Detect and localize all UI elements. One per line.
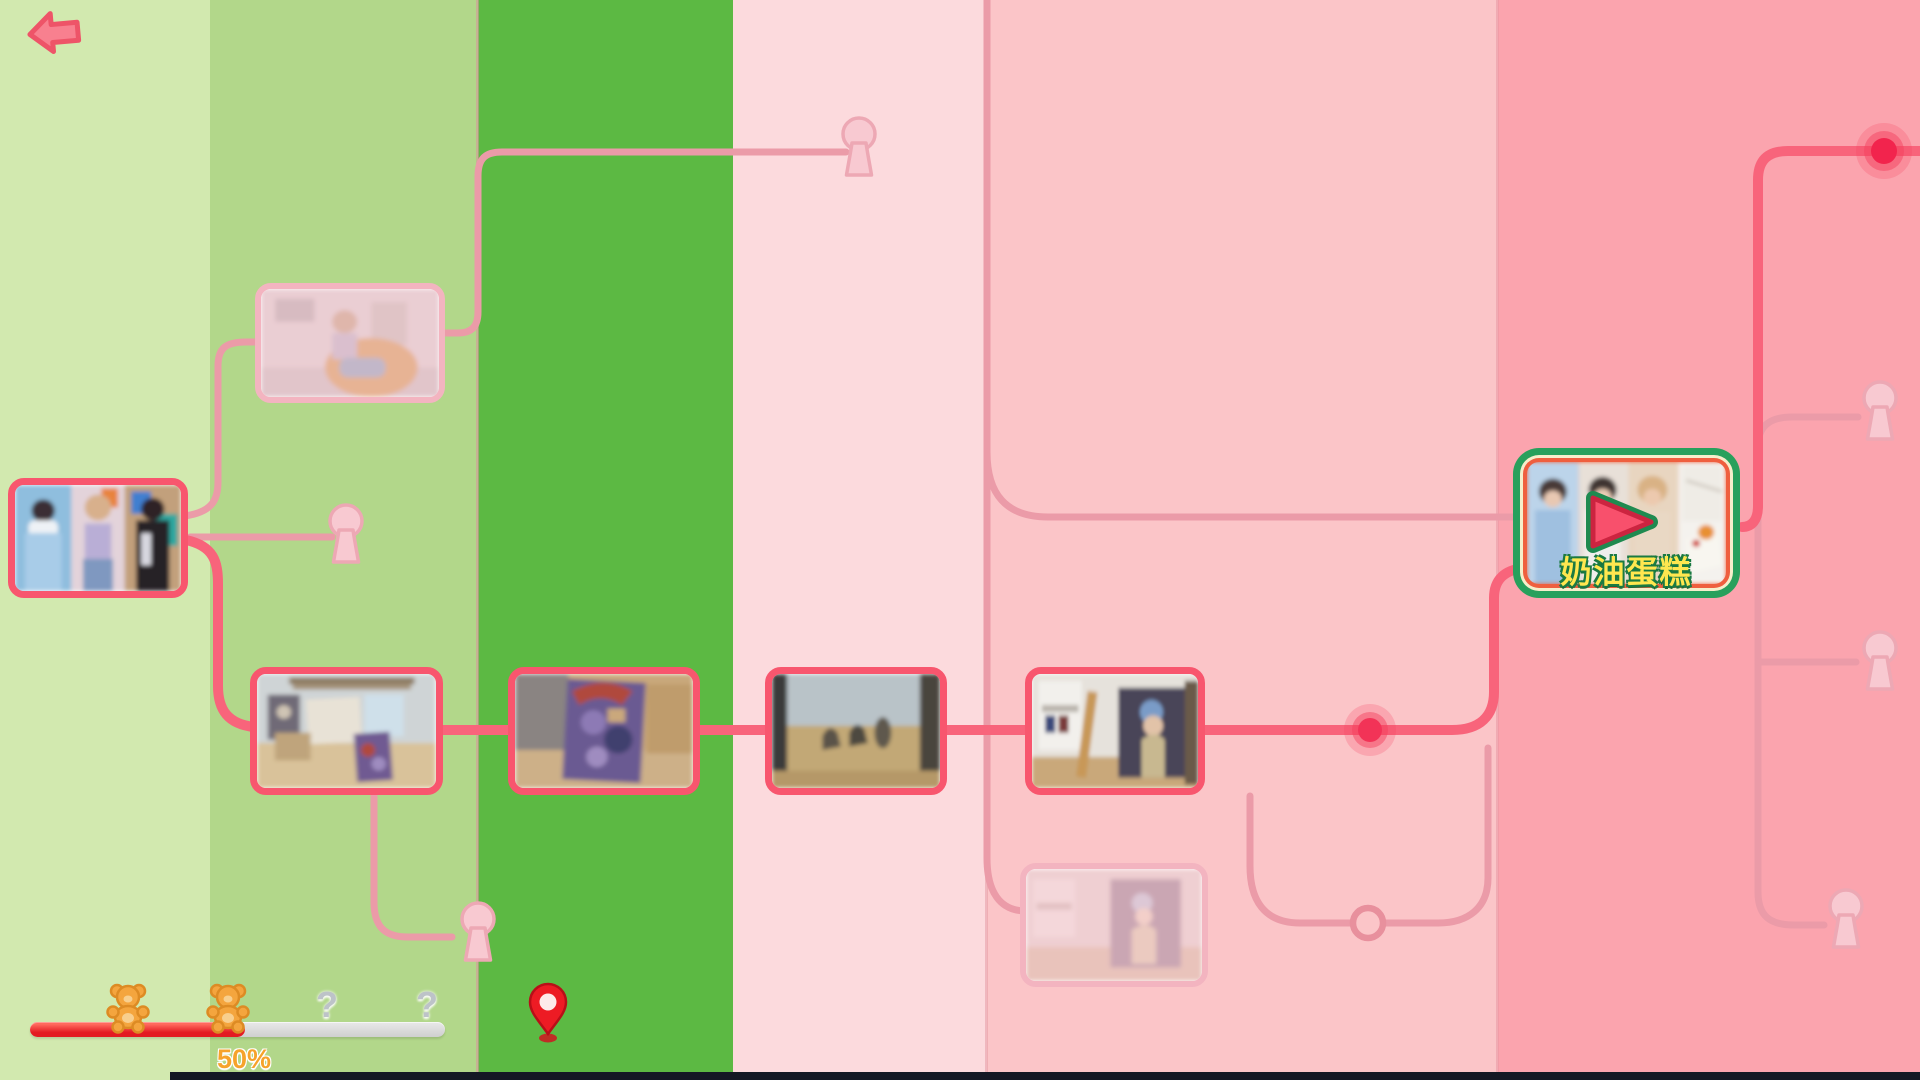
thumbnail-image — [257, 674, 436, 788]
active-path-lines — [181, 146, 1920, 735]
current-level-node[interactable]: 奶油蛋糕 — [1513, 448, 1740, 598]
waypoint-dot — [1344, 704, 1396, 756]
keyhole-locked-node[interactable] — [1862, 630, 1898, 691]
keyhole-locked-node[interactable] — [328, 503, 364, 564]
node-girl-on-beanbag[interactable] — [255, 283, 445, 403]
keyhole-locked-node[interactable] — [1862, 380, 1898, 441]
band-green-3 — [478, 0, 733, 1080]
progress-percent-label: 50% — [216, 1044, 272, 1074]
thumbnail-image — [515, 674, 693, 788]
band-edge — [476, 0, 479, 1080]
thumbnail-image — [1032, 674, 1198, 788]
thumbnail-image — [15, 485, 181, 591]
play-button[interactable] — [1585, 490, 1661, 554]
question-milestone: ? — [416, 984, 438, 1025]
thumbnail-image — [261, 289, 439, 397]
current-level-label: 奶油蛋糕 — [1560, 555, 1693, 590]
band-pink-1 — [733, 0, 987, 1080]
keyhole-locked-node[interactable] — [460, 901, 496, 962]
keyhole-locked-node[interactable] — [841, 116, 877, 177]
band-edge — [1496, 0, 1499, 1080]
thumbnail-image — [772, 674, 940, 788]
node-purple-painting-closeup[interactable] — [508, 667, 700, 795]
node-gleaners-painting[interactable] — [765, 667, 947, 795]
map-pin-icon — [528, 982, 568, 1043]
thumbnail-image — [1026, 869, 1202, 981]
waypoint-ring — [1349, 904, 1387, 942]
gummy-bear-icon — [106, 983, 150, 1034]
node-pearl-earring-easel[interactable] — [1025, 667, 1205, 795]
gummy-bear-icon — [206, 983, 250, 1034]
node-start-girls-trio[interactable] — [8, 478, 188, 598]
waypoint-dot — [1856, 123, 1912, 179]
back-button[interactable] — [26, 8, 90, 60]
node-pearl-earring-faded[interactable] — [1020, 863, 1208, 987]
bottom-letterbox — [170, 1072, 1920, 1080]
keyhole-locked-node[interactable] — [1828, 888, 1864, 949]
arrow-left-icon — [27, 11, 82, 54]
node-art-room[interactable] — [250, 667, 443, 795]
question-milestone: ? — [316, 984, 338, 1025]
